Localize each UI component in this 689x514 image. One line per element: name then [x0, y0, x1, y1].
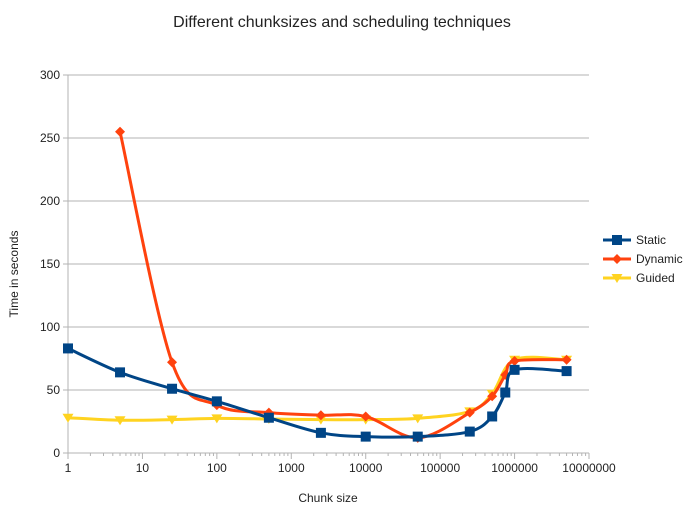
y-tick-label: 0: [53, 446, 60, 460]
x-tick-label: 1: [65, 461, 72, 475]
data-point-guided: [211, 414, 223, 424]
data-point-static: [360, 431, 371, 442]
data-point-static: [487, 411, 498, 422]
data-point-dynamic: [360, 411, 371, 422]
data-point-static: [412, 431, 423, 442]
data-point-static: [167, 383, 178, 394]
x-tick-label: 1000: [278, 461, 305, 475]
data-point-guided: [166, 415, 178, 425]
legend-item-guided: Guided: [603, 271, 675, 285]
data-point-dynamic: [167, 357, 178, 368]
data-point-dynamic: [115, 126, 126, 137]
series-layer: [62, 126, 573, 443]
data-point-static: [211, 396, 222, 407]
data-point-dynamic: [487, 391, 498, 402]
data-point-dynamic: [315, 410, 326, 421]
axes: [67, 75, 590, 459]
legend-label: Dynamic: [636, 252, 683, 266]
y-tick-label: 200: [40, 194, 60, 208]
y-tick-label: 100: [40, 320, 60, 334]
grid: [63, 74, 589, 454]
y-tick-label: 300: [40, 68, 60, 82]
x-tick-labels: 1 10 100 1000 10000 100000 1000000 10000000: [65, 461, 616, 475]
x-tick-label: 100: [207, 461, 227, 475]
data-point-static: [115, 367, 126, 378]
x-tick-label: 10000: [349, 461, 383, 475]
data-point-guided: [114, 416, 126, 426]
y-tick-labels: 0 50 100 150 200 250 300: [40, 68, 60, 460]
y-tick-label: 150: [40, 257, 60, 271]
x-tick-label: 10000000: [562, 461, 616, 475]
series-static: [63, 343, 572, 442]
x-axis-title: Chunk size: [298, 491, 358, 505]
data-point-dynamic: [561, 354, 572, 365]
data-point-guided: [412, 414, 424, 424]
data-point-dynamic: [509, 356, 520, 367]
data-point-static: [561, 366, 572, 377]
legend-label: Guided: [636, 271, 675, 285]
x-tick-label: 10: [136, 461, 150, 475]
data-point-static: [509, 364, 520, 375]
y-tick-label: 50: [47, 383, 61, 397]
legend-label: Static: [636, 233, 666, 247]
chart-title: Different chunksizes and scheduling tech…: [173, 14, 511, 31]
data-point-static: [315, 427, 326, 438]
legend-item-static: Static: [603, 233, 666, 247]
data-point-static: [63, 343, 73, 354]
y-tick-label: 250: [40, 131, 60, 145]
data-point-static: [500, 387, 511, 398]
legend: Static Dynamic Guided: [603, 233, 683, 285]
legend-swatch-marker: [611, 274, 623, 283]
data-point-static: [263, 412, 274, 423]
legend-item-dynamic: Dynamic: [603, 252, 683, 266]
data-point-guided: [62, 413, 74, 423]
x-tick-label: 100000: [420, 461, 460, 475]
data-point-static: [464, 426, 475, 437]
legend-swatch-marker: [612, 235, 622, 245]
series-line-guided: [66, 355, 569, 422]
x-tick-label: 1000000: [491, 461, 538, 475]
y-axis-title: Time in seconds: [7, 231, 21, 318]
data-point-dynamic: [464, 407, 475, 418]
legend-swatch-marker: [612, 254, 622, 264]
